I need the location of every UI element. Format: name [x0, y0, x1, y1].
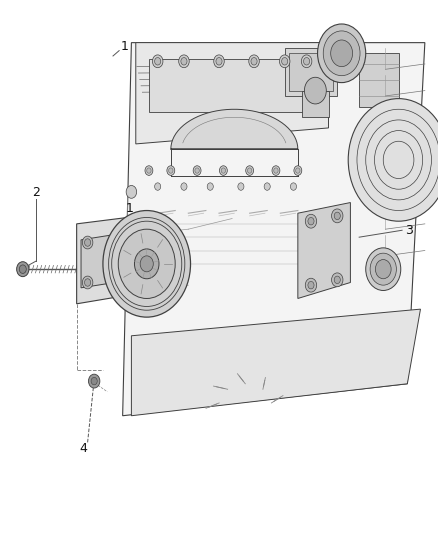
Circle shape	[155, 183, 161, 190]
Polygon shape	[298, 203, 350, 298]
Circle shape	[134, 249, 159, 279]
Circle shape	[117, 231, 128, 244]
Circle shape	[126, 185, 137, 198]
Circle shape	[348, 99, 438, 221]
Bar	[285, 48, 337, 96]
Circle shape	[85, 279, 91, 286]
Circle shape	[195, 168, 199, 173]
Circle shape	[181, 58, 187, 65]
Polygon shape	[171, 109, 298, 149]
Circle shape	[264, 183, 270, 190]
Circle shape	[308, 217, 314, 225]
Circle shape	[193, 166, 201, 175]
Circle shape	[91, 377, 97, 385]
Text: 1: 1	[121, 40, 129, 53]
Circle shape	[251, 58, 257, 65]
Circle shape	[318, 24, 366, 83]
Text: 3: 3	[405, 224, 413, 237]
Circle shape	[332, 273, 343, 287]
Circle shape	[207, 183, 213, 190]
Circle shape	[167, 166, 175, 175]
Circle shape	[85, 239, 91, 246]
Circle shape	[301, 55, 312, 68]
Circle shape	[117, 271, 128, 284]
Bar	[289, 53, 333, 91]
Circle shape	[19, 265, 26, 273]
Bar	[149, 59, 320, 112]
Circle shape	[118, 229, 175, 298]
Circle shape	[375, 260, 391, 279]
Circle shape	[169, 168, 173, 173]
Circle shape	[82, 276, 93, 289]
Circle shape	[103, 211, 191, 317]
Circle shape	[145, 166, 153, 175]
Circle shape	[219, 166, 227, 175]
Circle shape	[152, 55, 163, 68]
Circle shape	[282, 58, 288, 65]
Circle shape	[128, 238, 135, 247]
Polygon shape	[81, 232, 131, 288]
Circle shape	[304, 58, 310, 65]
Circle shape	[155, 58, 161, 65]
Circle shape	[246, 166, 254, 175]
Circle shape	[214, 55, 224, 68]
Circle shape	[290, 183, 297, 190]
Circle shape	[308, 281, 314, 289]
Circle shape	[305, 214, 317, 228]
Circle shape	[247, 168, 252, 173]
Text: 2: 2	[32, 187, 40, 199]
Circle shape	[334, 276, 340, 284]
Circle shape	[88, 374, 100, 388]
Bar	[302, 91, 328, 117]
Polygon shape	[123, 43, 425, 416]
Circle shape	[249, 55, 259, 68]
Circle shape	[181, 183, 187, 190]
Text: 1: 1	[125, 203, 133, 215]
Circle shape	[370, 253, 396, 285]
Circle shape	[305, 278, 317, 292]
Circle shape	[334, 212, 340, 220]
Circle shape	[216, 58, 222, 65]
Polygon shape	[136, 43, 328, 144]
Circle shape	[294, 166, 302, 175]
Circle shape	[272, 166, 280, 175]
Circle shape	[323, 31, 360, 76]
Circle shape	[82, 236, 93, 249]
Circle shape	[17, 262, 29, 277]
Circle shape	[274, 168, 278, 173]
Circle shape	[120, 273, 126, 281]
Circle shape	[140, 256, 153, 272]
Circle shape	[332, 209, 343, 223]
Text: 4: 4	[79, 442, 87, 455]
Circle shape	[179, 55, 189, 68]
Bar	[359, 53, 399, 107]
Circle shape	[120, 233, 126, 241]
Circle shape	[221, 168, 226, 173]
Circle shape	[147, 168, 151, 173]
Circle shape	[238, 183, 244, 190]
Circle shape	[296, 168, 300, 173]
Polygon shape	[131, 309, 420, 416]
Circle shape	[331, 40, 353, 67]
Circle shape	[279, 55, 290, 68]
Circle shape	[366, 248, 401, 290]
Polygon shape	[77, 216, 140, 304]
Circle shape	[304, 77, 326, 104]
